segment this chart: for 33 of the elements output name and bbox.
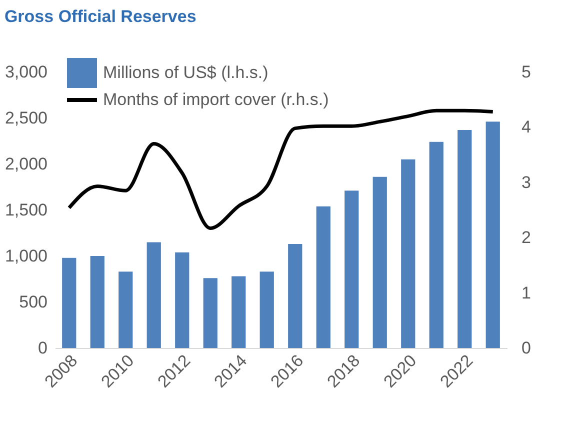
legend-label: Millions of US$ (l.h.s.): [103, 63, 268, 82]
bar: [401, 159, 416, 348]
y2-tick-label: 5: [522, 62, 531, 82]
bar: [118, 272, 133, 348]
y2-tick-label: 1: [522, 283, 531, 302]
bar: [232, 276, 246, 348]
bar: [316, 206, 330, 348]
y-tick-label: 2,000: [4, 154, 48, 174]
y2-tick-label: 2: [522, 228, 531, 248]
bar: [175, 252, 190, 348]
bar: [429, 142, 444, 348]
y-tick-label: 1,500: [4, 200, 48, 220]
bar: [344, 190, 359, 348]
y-tick-label: 3,000: [4, 62, 48, 82]
legend-label: Months of import cover (r.h.s.): [103, 90, 329, 109]
bar: [288, 244, 302, 348]
y2-tick-label: 4: [522, 118, 531, 137]
line-series: [67, 108, 495, 230]
bar: [203, 278, 218, 348]
chart-title: Gross Official Reserves: [4, 7, 196, 26]
y-tick-label: 1,000: [4, 246, 48, 266]
bar: [486, 122, 500, 348]
y2-tick-label: 0: [522, 338, 531, 358]
y-tick-label: 2,500: [4, 108, 48, 128]
bar: [372, 176, 387, 348]
bar: [146, 242, 161, 348]
bar: [458, 130, 472, 348]
bar: [62, 258, 76, 348]
y2-tick-label: 3: [522, 172, 531, 192]
y-tick-label: 500: [19, 292, 48, 312]
bar: [260, 272, 274, 348]
y-tick-label: 0: [38, 338, 48, 358]
bar: [90, 256, 104, 348]
